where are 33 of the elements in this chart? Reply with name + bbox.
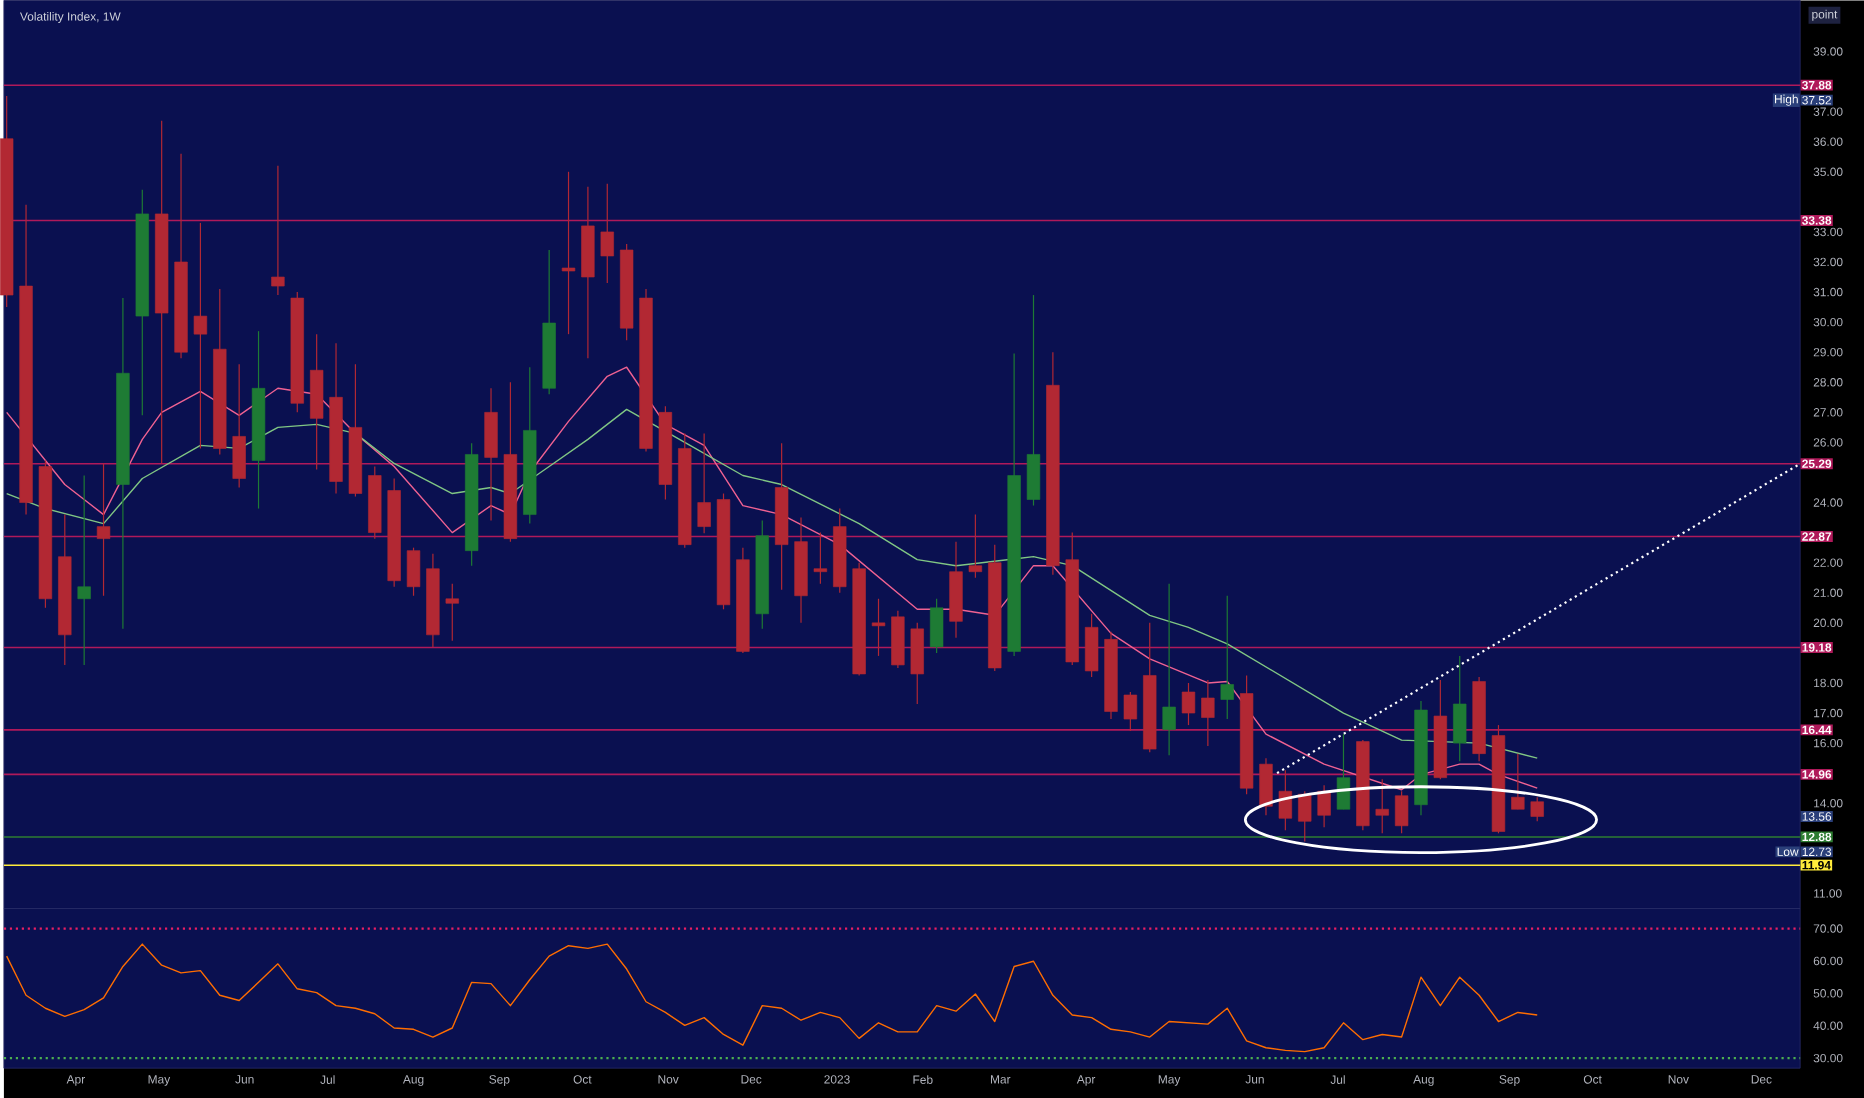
candlestick	[77, 474, 91, 666]
candlestick	[1220, 595, 1234, 720]
candlestick	[484, 387, 498, 522]
candlestick	[1084, 613, 1099, 678]
candlestick	[193, 222, 208, 449]
candlestick	[232, 363, 246, 489]
candlestick	[1375, 778, 1389, 834]
candlestick	[871, 598, 886, 657]
candlestick	[929, 598, 944, 654]
candlestick	[1394, 790, 1409, 834]
candlestick	[1511, 753, 1525, 810]
candlestick	[1181, 682, 1196, 726]
candlestick	[813, 531, 828, 585]
candlestick	[561, 171, 576, 335]
candlestick	[1259, 757, 1273, 816]
candlestick	[600, 183, 614, 284]
candlestick	[1530, 796, 1544, 822]
candlestick	[406, 547, 421, 597]
candlestick	[1162, 583, 1176, 756]
candlestick	[445, 583, 459, 642]
candlestick	[697, 432, 711, 534]
candlestick	[96, 462, 111, 597]
candlestick	[271, 165, 285, 296]
candlestick	[1026, 294, 1041, 507]
candlestick	[1123, 691, 1138, 732]
candlestick	[968, 513, 983, 579]
candlestick	[1298, 790, 1312, 842]
candlestick	[1453, 655, 1467, 762]
candlestick	[910, 622, 924, 705]
candlestick	[1336, 733, 1351, 810]
candlestick	[1317, 784, 1331, 828]
candlestick	[1201, 679, 1215, 747]
candlestick	[1278, 769, 1293, 831]
